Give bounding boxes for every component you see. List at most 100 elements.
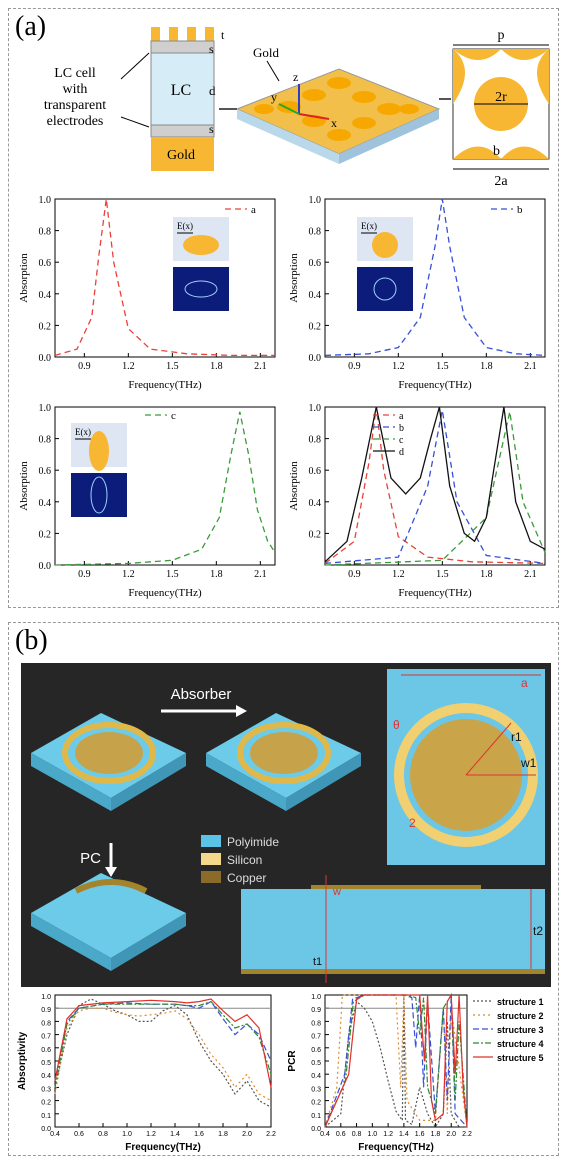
gold-array-3d	[235, 68, 441, 164]
x-tick-label: 1.2	[392, 569, 405, 580]
legend-entry: structure 4	[497, 1039, 544, 1049]
pc-3d	[31, 873, 186, 971]
x-tick-label: 0.9	[348, 569, 361, 580]
series-line-b	[324, 410, 546, 565]
bottom-electrode	[150, 124, 215, 138]
x-tick-label: 1.4	[399, 1131, 409, 1138]
x-tick-label: 0.6	[336, 1131, 346, 1138]
gold-arrow-label: Gold	[253, 45, 280, 60]
plot-frame	[54, 198, 276, 358]
plot-frame	[324, 198, 546, 358]
lc-cell-label-2: with	[63, 82, 88, 97]
legend-entry: a	[251, 204, 256, 216]
x-tick-label: 1.6	[194, 1131, 204, 1138]
x-tick-label: 2.2	[266, 1131, 276, 1138]
x-tick-label: 1.2	[122, 361, 135, 372]
axis-z: z	[293, 70, 298, 84]
x-tick-label: 1.8	[431, 1131, 441, 1138]
absorber-render: Absorber PC Polyimide Silicon Copper	[31, 669, 545, 983]
series-line-5	[54, 998, 272, 1088]
side-view	[241, 875, 545, 983]
y-tick-label: 0.4	[309, 290, 322, 301]
series-line-3	[54, 1000, 272, 1081]
x-tick-label: 1.5	[166, 361, 179, 372]
plot-frame	[324, 406, 546, 566]
y-tick-label: 0.0	[309, 353, 322, 364]
x-tick-label: 1.8	[210, 361, 223, 372]
x-axis-label: Frequency(THz)	[128, 379, 202, 391]
x-tick-label: 1.2	[122, 569, 135, 580]
panel-b: (b) Absorber PC	[8, 622, 559, 1156]
axis-y: y	[271, 90, 277, 104]
series-line-structure-3	[324, 994, 468, 1128]
x-tick-label: 1.6	[415, 1131, 425, 1138]
legend-swatch-silicon	[201, 853, 221, 865]
y-tick-label: 0.2	[309, 321, 322, 332]
legend-entry: structure 2	[497, 1011, 544, 1021]
y-tick-label: 0.1	[41, 1113, 51, 1120]
y-tick-label: 0.3	[311, 1086, 321, 1093]
gold-label: Gold	[167, 148, 195, 163]
series-line-1	[54, 998, 272, 1108]
y-tick-label: 0.3	[41, 1086, 51, 1093]
y-tick-label: 0.0	[311, 1126, 321, 1133]
lc-label: LC	[171, 82, 191, 99]
x-tick-label: 2.0	[446, 1131, 456, 1138]
series-line-a	[324, 406, 546, 565]
pointer-line-top	[120, 52, 150, 80]
unit-b: b	[493, 144, 500, 159]
y-tick-label: 0.8	[309, 227, 322, 238]
legend-swatch-copper	[201, 871, 221, 883]
chart-absorption-b: 0.0 0.2 0.4 0.6 0.8 1.0 0.9 1.2 1.5 1.8 2.1 Frequen…	[288, 195, 546, 391]
inset-field-ring	[373, 277, 397, 301]
series-line-structure-2	[324, 994, 468, 1128]
x-axis-label: Frequency(THz)	[398, 587, 472, 599]
series-line-c	[324, 411, 546, 566]
legend-silicon: Silicon	[227, 853, 262, 867]
x-tick-label: 0.6	[74, 1131, 84, 1138]
dim-w1: w1	[520, 756, 537, 770]
inset-field-map	[357, 267, 413, 311]
inset-resonator	[183, 235, 219, 255]
y-axis-label: Absorption	[288, 253, 300, 303]
y-axis-label: Absorptivity	[17, 1031, 28, 1090]
y-tick-label: 0.1	[311, 1113, 321, 1120]
absorber-arrow-head	[236, 705, 247, 717]
y-axis-label: PCR	[287, 1050, 298, 1072]
y-tick-label: 0.4	[41, 1073, 51, 1080]
lc-layer	[150, 52, 215, 126]
legend-swatch-polyimide	[201, 835, 221, 847]
panel-b-tag: (b)	[15, 625, 48, 656]
inset-resonator	[89, 431, 109, 471]
x-tick-label: 1.4	[170, 1131, 180, 1138]
x-tick-label: 2.2	[462, 1131, 472, 1138]
inset-field-ring	[90, 476, 108, 514]
x-tick-label: 2.1	[524, 361, 537, 372]
y-tick-label: 0.8	[311, 1020, 321, 1027]
x-axis-label: Frequency(THz)	[128, 587, 202, 599]
y-tick-label: 1.0	[309, 403, 322, 414]
chart-pcr: 0.0 0.1 0.2 0.3 0.4 0.5 0.6 0.7 0.8 0.9 1.0 0.4 0.6 0…	[287, 992, 544, 1153]
x-axis-label: Frequency(THz)	[358, 1142, 434, 1153]
inset-resonator	[372, 232, 398, 258]
legend-entry: a	[399, 411, 404, 422]
inset-field-ring	[184, 280, 218, 298]
series-line-2	[54, 1007, 272, 1102]
y-tick-label: 0.2	[41, 1100, 51, 1107]
x-tick-label: 1.5	[436, 361, 449, 372]
lc-cell-label-1: LC cell	[54, 66, 96, 81]
y-tick-label: 1.0	[39, 403, 52, 414]
legend-entry: c	[171, 410, 176, 422]
x-tick-label: 0.4	[50, 1131, 60, 1138]
plot-frame	[54, 994, 272, 1128]
gold-substrate	[151, 137, 214, 171]
x-tick-label: 0.9	[348, 361, 361, 372]
x-tick-label: 2.0	[242, 1131, 252, 1138]
dim-s-top: s	[209, 42, 214, 56]
chart-absorption-combined: 0.2 0.4 0.6 0.8 1.0 0.9 1.2 1.5 1.8 2.1 Frequency(…	[288, 403, 546, 599]
x-tick-label: 2.1	[254, 361, 267, 372]
inset-field-label: E(x)	[75, 427, 91, 437]
y-tick-label: 0.9	[311, 1007, 321, 1014]
inset-field-label: E(x)	[361, 221, 377, 231]
inset-field-map	[173, 267, 229, 311]
